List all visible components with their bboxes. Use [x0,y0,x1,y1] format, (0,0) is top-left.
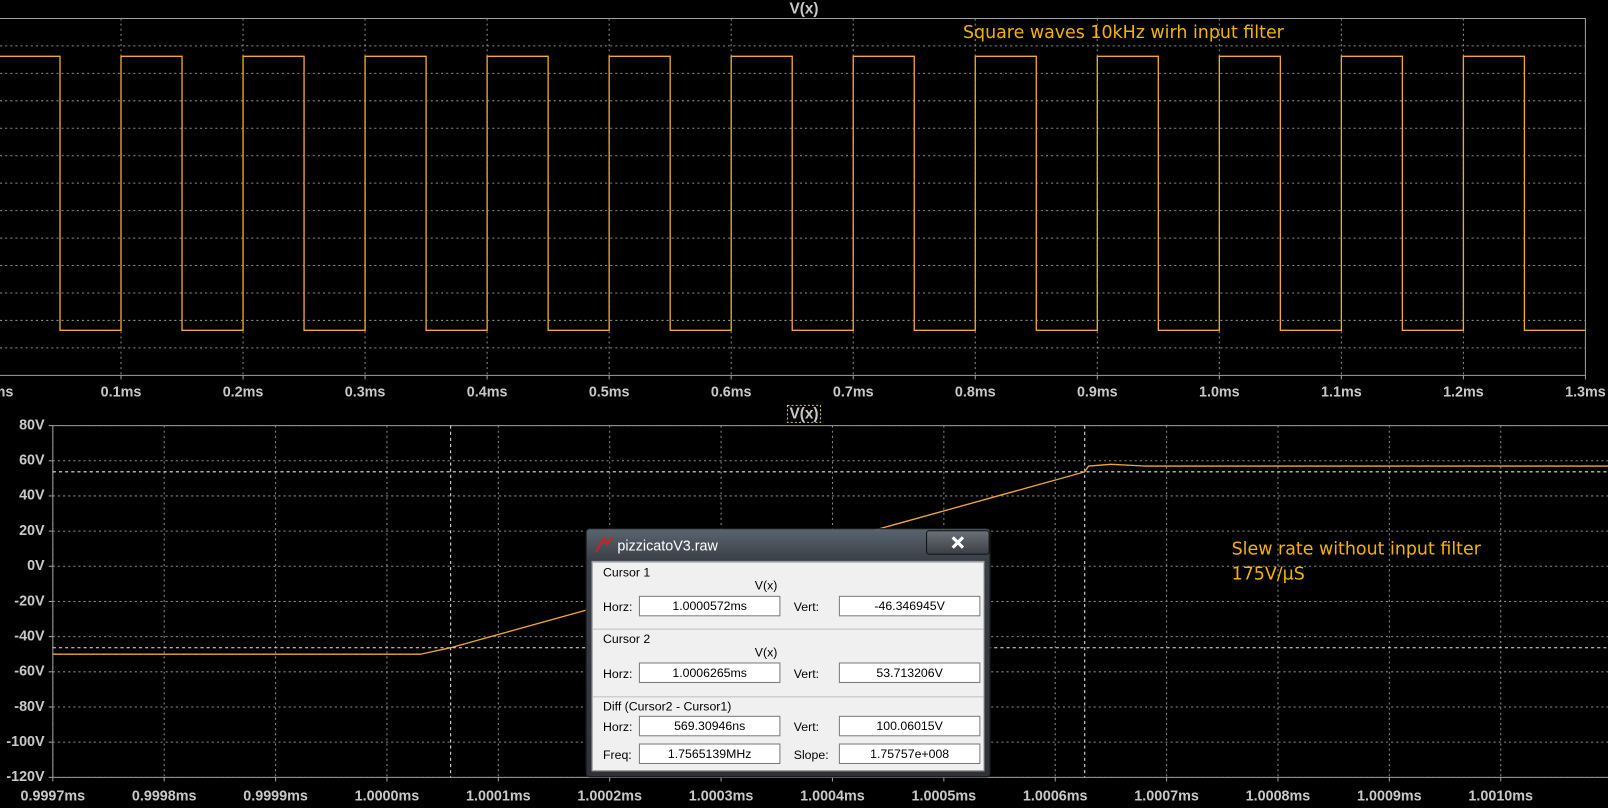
x-tick-label: 1.0004ms [800,789,865,805]
field-label: Horz: [602,599,633,615]
x-tick-label: 1.0002ms [577,789,642,805]
close-button[interactable] [926,530,990,555]
field-label: Vert: [793,599,820,615]
field-label: Vert: [793,666,820,681]
field-label: Vert: [793,719,820,735]
trace-name: V(x) [789,0,818,17]
y-tick-label: -20V [14,593,45,609]
x-tick-label: 0.8ms [955,385,996,401]
x-tick-label: 0.7ms [833,385,874,401]
cursor-section: Cursor 1 V(x) Horz: 1.0000572ms Vert: -46.346… [592,561,984,630]
field-label: Horz: [602,719,633,735]
cursor-section: Diff (Cursor2 - Cursor1) Horz: 569.30946ns… [592,696,984,777]
annotation: Slew rate without input filter [1232,540,1482,560]
y-tick-label: 80V [19,417,45,433]
field-label: Horz: [602,666,633,681]
section-heading: Cursor 1 [602,565,651,580]
field-value: 1.7565139MHz [638,743,781,765]
x-tick-label: 1.0009ms [1357,789,1422,805]
x-tick-label: 1.0007ms [1134,789,1199,805]
cursor-section: Cursor 2 V(x) Horz: 1.0006265ms Vert: 53.7132… [592,628,984,697]
trace-label: V(x) [754,645,778,660]
y-tick-label: 0V [27,558,45,574]
x-tick-label: 1.0000ms [355,789,420,805]
x-tick-label: 1.0010ms [1468,789,1533,805]
trace-name: V(x) [789,405,818,422]
section-heading: Diff (Cursor2 - Cursor1) [602,699,732,714]
x-tick-label: 1.3ms [1565,385,1606,401]
x-tick-label: 1.0008ms [1246,789,1311,805]
cursor-dialog: pizzicatoV3.raw Cursor 1 V(x) Horz: 1.00005… [585,528,991,778]
dialog-title: pizzicatoV3.raw [617,537,718,554]
x-tick-label: 0.2ms [223,385,264,401]
annotation: 175V/µS [1232,564,1305,584]
field-value: 1.0006265ms [638,662,781,683]
x-tick-label: 0ms [0,385,13,401]
y-tick-label: -100V [6,734,45,750]
x-tick-label: 1.0005ms [912,789,977,805]
dialog-body: Cursor 1 V(x) Horz: 1.0000572ms Vert: -46.346… [591,560,985,772]
x-tick-label: 1.0006ms [1023,789,1088,805]
field-value: -46.346945V [838,595,981,617]
y-tick-label: 60V [19,453,45,469]
x-tick-label: 1.0003ms [689,789,754,805]
field-value: 53.713206V [838,662,981,683]
y-tick-label: -40V [14,628,45,644]
field-value: 569.30946ns [638,715,781,737]
trace [0,55,1586,331]
trace-name-box [786,404,822,423]
x-tick-label: 1.0001ms [466,789,531,805]
close-icon [951,536,965,549]
y-tick-label: -80V [14,699,45,715]
x-tick-label: 0.4ms [467,385,508,401]
field-value: 1.75757e+008 [838,743,981,765]
x-tick-label: 1.0ms [1199,385,1240,401]
x-tick-label: 0.1ms [101,385,142,401]
trace-label: V(x) [754,578,778,593]
app-icon [594,536,614,553]
y-tick-label: 40V [19,488,45,504]
plot-frame [0,17,1586,376]
section-heading: Cursor 2 [602,631,651,647]
x-tick-label: 0.9997ms [21,789,86,805]
trace [52,463,1608,655]
y-tick-label: -60V [14,664,45,680]
x-tick-label: 1.1ms [1321,385,1362,401]
x-tick-label: 0.5ms [589,385,630,401]
x-tick-label: 0.9998ms [132,789,197,805]
field-label: Freq: [602,747,632,762]
annotation: Square waves 10kHz wirh input filter [963,23,1285,43]
y-tick-label: -120V [6,769,45,785]
x-tick-label: 0.9ms [1077,385,1118,401]
y-tick-label: 20V [19,523,45,539]
x-tick-label: 0.9999ms [243,789,308,805]
field-value: 100.06015V [838,715,981,737]
field-value: 1.0000572ms [638,595,781,617]
x-tick-label: 0.6ms [711,385,752,401]
x-tick-label: 0.3ms [345,385,386,401]
field-label: Slope: [793,747,829,762]
x-tick-label: 1.2ms [1443,385,1484,401]
